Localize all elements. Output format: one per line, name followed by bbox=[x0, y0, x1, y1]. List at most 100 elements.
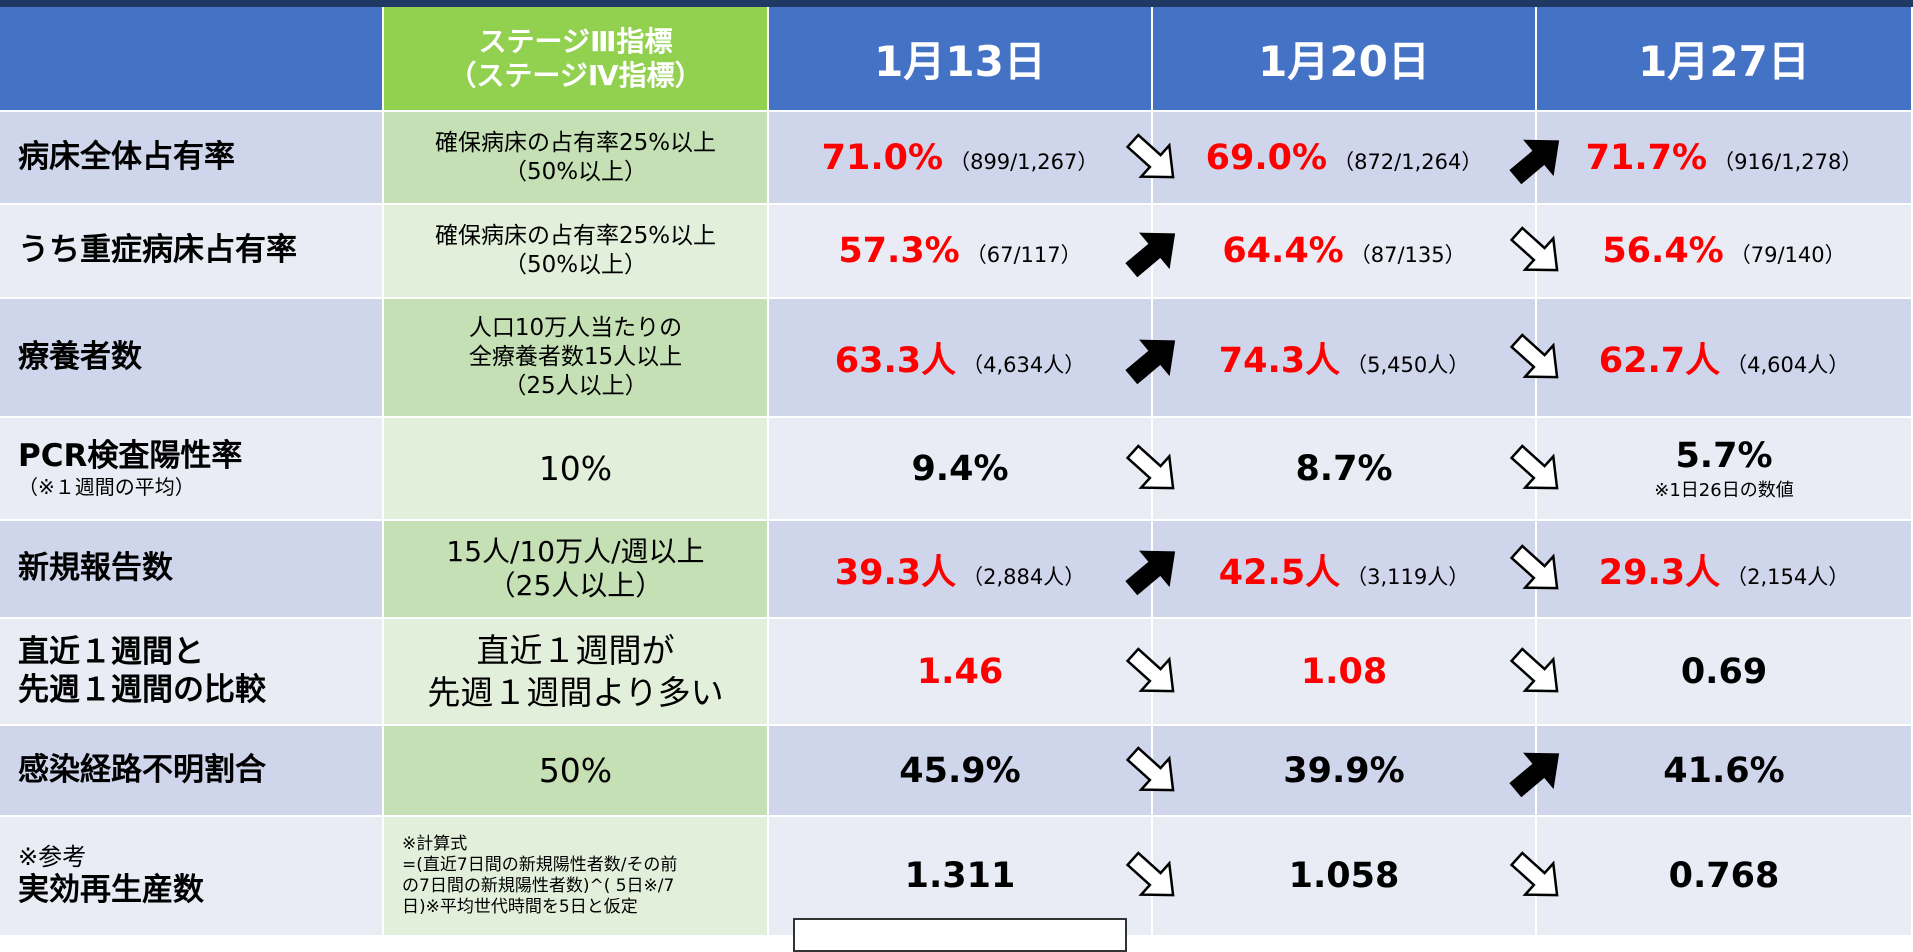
criterion: 15人/10万人/週以上 bbox=[446, 535, 705, 569]
value-detail: （4,634人） bbox=[962, 353, 1086, 377]
cell: 1.058 bbox=[1153, 817, 1537, 937]
value: 71.7% bbox=[1585, 137, 1708, 178]
cell: 64.4% （87/135） bbox=[1153, 205, 1537, 299]
value: 74.3人 bbox=[1218, 341, 1341, 381]
value: 45.9% bbox=[899, 750, 1021, 791]
value-line: 62.7人 （4,604人） bbox=[1599, 332, 1849, 383]
label-pre: ※参考 bbox=[18, 843, 87, 871]
cell: ※参考 実効再生産数 bbox=[0, 817, 384, 937]
criterion: =(直近7日間の新規陽性者数/その前 bbox=[402, 854, 678, 875]
cell: 39.3人 （2,884人） bbox=[769, 521, 1153, 619]
value-line: 39.9% bbox=[1283, 751, 1404, 791]
trend-arrow bbox=[1125, 646, 1175, 692]
cell: 直近１週間が 先週１週間より多い bbox=[384, 619, 769, 726]
trend-arrow bbox=[1125, 745, 1175, 791]
arrow-shape bbox=[1125, 851, 1175, 897]
cell: 69.0% （872/1,264） bbox=[1153, 112, 1537, 205]
bottom-box bbox=[793, 918, 1127, 952]
trend-arrow bbox=[1509, 752, 1560, 797]
cell: 29.3人 （2,154人） bbox=[1537, 521, 1913, 619]
value-line: 45.9% bbox=[899, 751, 1020, 791]
criterion: 10% bbox=[538, 448, 613, 488]
value: 64.4% bbox=[1222, 231, 1344, 271]
cell: 39.9% bbox=[1153, 726, 1537, 817]
value-line: 1.058 bbox=[1289, 856, 1400, 896]
cell: 確保病床の占有率25%以上 （50%以上） bbox=[384, 205, 769, 299]
value-detail: （3,119人） bbox=[1346, 564, 1470, 589]
cell: 1月20日 bbox=[1153, 7, 1537, 112]
trend-arrow bbox=[1509, 226, 1559, 272]
value-line: 57.3% （67/117） bbox=[838, 231, 1081, 271]
arrow-shape bbox=[1125, 646, 1175, 692]
cell: 確保病床の占有率25%以上 （50%以上） bbox=[384, 112, 769, 205]
arrow-shape bbox=[1125, 550, 1176, 596]
arrow-shape bbox=[1125, 339, 1176, 384]
value-detail: （899/1,267） bbox=[949, 149, 1099, 174]
value-line: 0.768 bbox=[1669, 856, 1780, 896]
label-note: （※１週間の平均） bbox=[18, 475, 195, 500]
row-label: うち重症病床占有率 bbox=[18, 232, 297, 269]
row-label: 新規報告数 bbox=[18, 550, 173, 587]
cell: 74.3人 （5,450人） bbox=[1153, 299, 1537, 418]
value: 69.0% bbox=[1205, 137, 1328, 178]
trend-arrow bbox=[1125, 339, 1176, 384]
cell: 50% bbox=[384, 726, 769, 817]
header-text: ステージⅢ指標 bbox=[478, 24, 673, 58]
trend-arrow bbox=[1125, 132, 1175, 178]
value-line: 8.7% bbox=[1295, 449, 1392, 489]
value-detail: （4,604人） bbox=[1726, 353, 1850, 377]
criterion: 確保病床の占有率25%以上 bbox=[434, 129, 717, 156]
cell: 62.7人 （4,604人） bbox=[1537, 299, 1913, 418]
cell: 直近１週間と 先週１週間の比較 bbox=[0, 619, 384, 726]
cell: ステージⅢ指標 （ステージⅣ指標） bbox=[384, 7, 769, 112]
criterion: の7日間の新規陽性者数)^( 5日※/7 bbox=[402, 876, 675, 896]
cell: 15人/10万人/週以上 （25人以上） bbox=[384, 521, 769, 619]
trend-arrow bbox=[1125, 851, 1175, 897]
cell: 10% bbox=[384, 418, 769, 521]
value: 39.3人 bbox=[834, 552, 957, 593]
trend-arrow bbox=[1509, 544, 1559, 590]
header-text: （ステージⅣ指標） bbox=[448, 58, 703, 92]
date-header: 1月27日 bbox=[1638, 37, 1810, 86]
cell bbox=[0, 7, 384, 112]
value-line: 42.5人 （3,119人） bbox=[1219, 544, 1469, 595]
value: 5.7% bbox=[1675, 435, 1773, 476]
value: 39.9% bbox=[1283, 750, 1405, 791]
value-line: 9.4% bbox=[911, 449, 1008, 489]
value: 56.4% bbox=[1602, 231, 1724, 271]
value-detail: （872/1,264） bbox=[1333, 149, 1483, 174]
trend-arrow bbox=[1125, 232, 1176, 278]
value-detail: （67/117） bbox=[965, 243, 1082, 267]
criterion: 直近１週間が bbox=[476, 631, 675, 671]
criterion: （50%以上） bbox=[503, 252, 648, 278]
criterion: 50% bbox=[538, 750, 613, 790]
row-label: 感染経路不明割合 bbox=[18, 751, 266, 788]
date-header: 1月13日 bbox=[874, 37, 1046, 86]
value: 9.4% bbox=[911, 448, 1009, 489]
cell: 5.7% ※1日26日の数値 bbox=[1537, 418, 1913, 521]
arrow-shape bbox=[1509, 544, 1559, 590]
cell: 41.6% bbox=[1537, 726, 1913, 817]
criterion: （25人以上） bbox=[503, 372, 648, 399]
value-detail: （916/1,278） bbox=[1713, 149, 1863, 174]
criterion: （50%以上） bbox=[503, 158, 648, 185]
cell: 0.69 bbox=[1537, 619, 1913, 726]
value-line: 39.3人 （2,884人） bbox=[835, 544, 1085, 595]
cell: 1月27日 bbox=[1537, 7, 1913, 112]
row-label: 直近１週間と bbox=[18, 634, 204, 671]
value: 1.46 bbox=[916, 651, 1004, 692]
value: 8.7% bbox=[1295, 448, 1393, 489]
value: 0.768 bbox=[1668, 856, 1780, 896]
cell: 42.5人 （3,119人） bbox=[1153, 521, 1537, 619]
value-line: 5.7% bbox=[1675, 436, 1772, 476]
value-line: 64.4% （87/135） bbox=[1222, 231, 1465, 271]
criterion: 全療養者数15人以上 bbox=[468, 344, 683, 371]
cell: PCR検査陽性率 （※１週間の平均） bbox=[0, 418, 384, 521]
value: 41.6% bbox=[1663, 750, 1785, 791]
cell: 9.4% bbox=[769, 418, 1153, 521]
cell: うち重症病床占有率 bbox=[0, 205, 384, 299]
value: 0.69 bbox=[1680, 651, 1768, 692]
value: 57.3% bbox=[838, 231, 960, 271]
cell: 感染経路不明割合 bbox=[0, 726, 384, 817]
cell: 病床全体占有率 bbox=[0, 112, 384, 205]
